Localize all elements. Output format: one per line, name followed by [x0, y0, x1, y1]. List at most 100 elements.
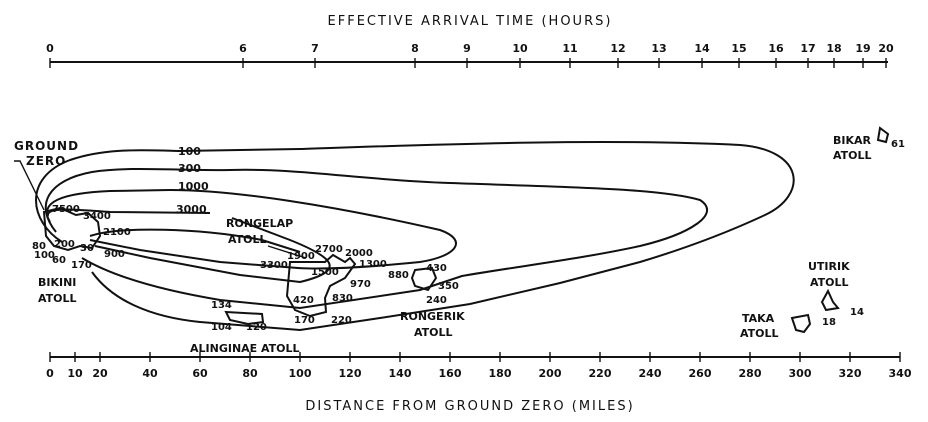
bottom-axis-tick-label: 320: [839, 367, 862, 380]
reading: 3400: [83, 211, 111, 222]
bikini-label: BIKINI: [38, 276, 76, 289]
contour-label-100: 100: [178, 145, 201, 158]
top-axis-tick-label: 11: [562, 42, 577, 55]
rongerik-label: RONGERIK: [400, 310, 465, 323]
reading: 1500: [311, 267, 339, 278]
ground-zero-label: GROUND: [14, 139, 79, 153]
contour-label-1000: 1000: [178, 180, 209, 193]
utirik-reading: 14: [850, 307, 864, 318]
rongelap-pointer: [267, 245, 307, 259]
taka-reading: 18: [822, 317, 836, 328]
top-axis-tick-label: 6: [239, 42, 247, 55]
top-axis-tick-label: 15: [731, 42, 746, 55]
reading: 970: [350, 279, 371, 290]
reading: 3300: [260, 260, 288, 271]
reading: 2000: [345, 248, 373, 259]
top-axis-tick-label: 8: [411, 42, 419, 55]
reading: 200: [54, 239, 75, 250]
bottom-axis-tick-label: 180: [489, 367, 512, 380]
reading: 104: [211, 322, 232, 333]
top-axis-tick-label: 7: [311, 42, 319, 55]
rongerik-label-2: ATOLL: [414, 326, 453, 339]
bottom-axis-tick-label: 10: [67, 367, 83, 380]
bottom-axis-tick-label: 140: [389, 367, 412, 380]
reading: 2700: [315, 244, 343, 255]
rongelap-atoll-shape: [285, 253, 357, 318]
bikar-atoll-shape: [876, 126, 890, 144]
reading: 170: [71, 260, 92, 271]
reading: 880: [388, 270, 409, 281]
reading: 420: [293, 295, 314, 306]
contour-1000: [46, 188, 457, 270]
rongelap-label-2: ATOLL: [228, 233, 267, 246]
bikar-label-2: ATOLL: [833, 149, 872, 162]
bottom-axis-ticks: 0 10 20 40 60 80 100 120 140 160 180 200 220 240 260 28…: [46, 352, 912, 380]
top-axis-tick-label: 16: [768, 42, 784, 55]
top-axis-tick-label: 0: [46, 42, 54, 55]
bottom-axis-tick-label: 40: [142, 367, 158, 380]
bottom-axis-tick-label: 160: [439, 367, 462, 380]
top-axis-ticks: 0 6 7 8 9 10 11 12 13 14 15 16 17 18 19 20: [46, 42, 894, 68]
bottom-axis-tick-label: 200: [539, 367, 562, 380]
reading: 900: [104, 249, 125, 260]
bottom-axis-tick-label: 280: [739, 367, 762, 380]
rongelap-label: RONGELAP: [226, 217, 293, 230]
taka-atoll-shape: [790, 313, 812, 334]
reading: 830: [332, 293, 353, 304]
taka-label-2: ATOLL: [740, 327, 779, 340]
contour-inner: [89, 228, 301, 253]
contour-100: [35, 141, 795, 332]
utirik-atoll-shape: [820, 288, 840, 312]
top-axis-tick-label: 10: [512, 42, 528, 55]
bikar-reading: 61: [891, 139, 905, 150]
bottom-axis-tick-label: 260: [689, 367, 712, 380]
bottom-axis-tick-label: 20: [92, 367, 108, 380]
bikini-atoll-shape: [42, 206, 102, 252]
reading: 1900: [287, 251, 315, 262]
rongelap-readings: 1900 2700 2000 1300 3300 1500 970 420 83…: [260, 244, 387, 326]
bottom-axis-tick-label: 60: [192, 367, 208, 380]
reading: 350: [438, 281, 459, 292]
reading: 134: [211, 300, 232, 311]
top-axis-tick-label: 14: [694, 42, 710, 55]
alinginae-atoll-shape: [224, 310, 265, 326]
contour-300: [44, 167, 708, 310]
bottom-axis-tick-label: 0: [46, 367, 54, 380]
reading: 2100: [103, 227, 131, 238]
ground-zero-pointer: [14, 160, 45, 211]
reading: 120: [246, 322, 267, 333]
bottom-axis-tick-label: 120: [339, 367, 362, 380]
bikini-readings: 7500 3400 2100 80 200 30 900 100 60 170: [32, 204, 131, 271]
top-axis-title: EFFECTIVE ARRIVAL TIME (HOURS): [328, 14, 613, 29]
rongerik-atoll-shape: [410, 266, 438, 292]
reading: 30: [80, 243, 94, 254]
reading: 7500: [52, 204, 80, 215]
utirik-label: UTIRIK: [808, 260, 850, 273]
reading: 170: [294, 315, 315, 326]
contour-label-300: 300: [178, 162, 201, 175]
top-axis-tick-label: 12: [610, 42, 625, 55]
top-axis-tick-label: 13: [651, 42, 666, 55]
contour-3000: [47, 208, 331, 284]
rongerik-readings: 880 430 350 240: [388, 263, 459, 306]
reading: 100: [34, 250, 55, 261]
reading: 240: [426, 295, 447, 306]
taka-label: TAKA: [742, 312, 775, 325]
bottom-axis-tick-label: 240: [639, 367, 662, 380]
top-axis-tick-label: 18: [826, 42, 841, 55]
alinginae-readings: 134 104 120: [211, 300, 267, 333]
bottom-axis-tick-label: 340: [889, 367, 912, 380]
top-axis-tick-label: 17: [800, 42, 815, 55]
top-axis-tick-label: 9: [463, 42, 471, 55]
bottom-axis-tick-label: 100: [289, 367, 312, 380]
bottom-axis-tick-label: 80: [242, 367, 258, 380]
bottom-axis-title: DISTANCE FROM GROUND ZERO (MILES): [305, 399, 634, 414]
bottom-axis-tick-label: 300: [789, 367, 812, 380]
reading: 60: [52, 255, 66, 266]
reading: 430: [426, 263, 447, 274]
ground-zero-label-2: ZERO: [26, 154, 66, 168]
reading: 220: [331, 315, 352, 326]
alinginae-label: ALINGINAE ATOLL: [190, 342, 300, 355]
bikar-label: BIKAR: [833, 134, 872, 147]
